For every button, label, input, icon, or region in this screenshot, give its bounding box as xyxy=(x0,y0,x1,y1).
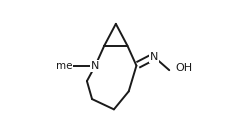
Text: me: me xyxy=(56,61,72,71)
Text: N: N xyxy=(150,52,158,62)
Text: OH: OH xyxy=(175,63,192,73)
Text: N: N xyxy=(91,61,99,71)
